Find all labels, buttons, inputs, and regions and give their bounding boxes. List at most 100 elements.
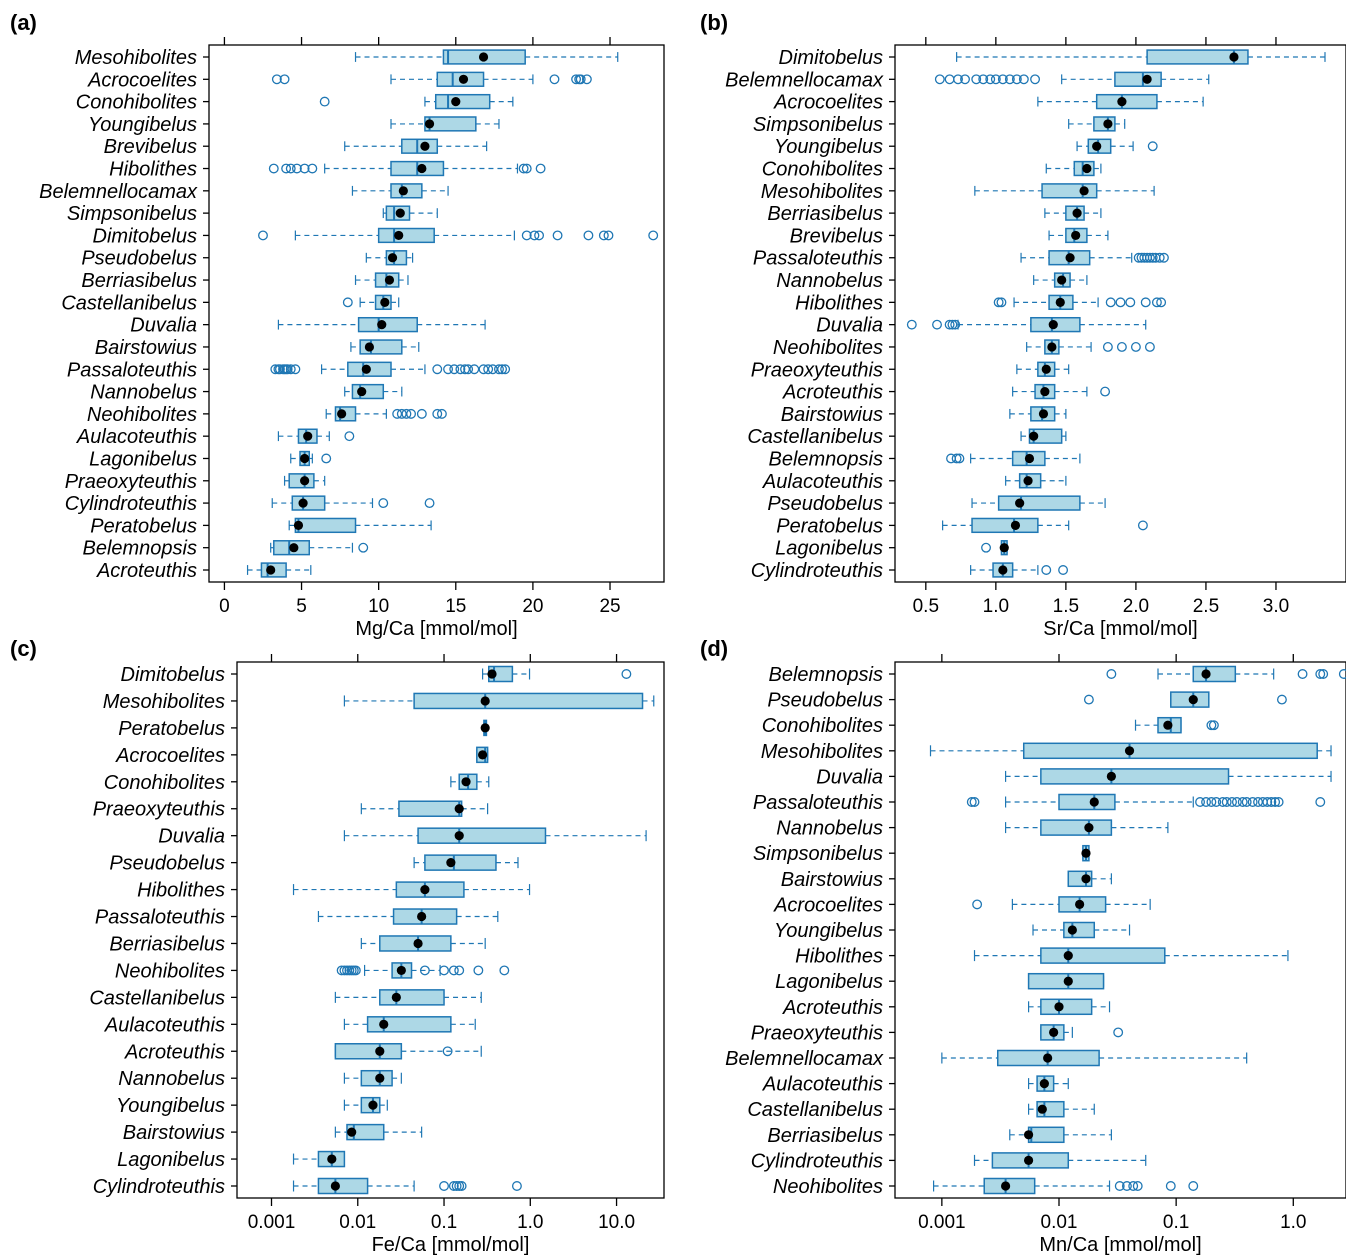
box-row-neohibolites: Neohibolites <box>87 404 447 426</box>
genus-label: Bairstowius <box>781 404 883 426</box>
mean-point <box>454 804 464 814</box>
box-row-nannobelus: Nannobelus <box>90 382 403 404</box>
outlier-point <box>972 899 983 910</box>
genus-label: Praeoxyteuthis <box>751 1022 883 1044</box>
outlier-point <box>1211 797 1222 807</box>
mean-point <box>1000 1181 1011 1191</box>
outlier-point <box>290 364 301 375</box>
outlier-point <box>1262 797 1273 807</box>
box-row-dimitobelus: Dimitobelus <box>121 664 632 686</box>
genus-label: Berriasibelus <box>81 270 197 292</box>
box-row-berriasibelus: Berriasibelus <box>767 203 1102 225</box>
outlier-point <box>960 74 970 85</box>
iqr-box <box>1040 819 1113 836</box>
genus-label: Castellanibelus <box>747 426 883 448</box>
mean-point <box>1084 823 1094 833</box>
mean-point <box>1049 1027 1059 1037</box>
outlier-point <box>1338 669 1346 679</box>
outlier-point <box>1114 1181 1125 1191</box>
iqr-box <box>424 854 497 871</box>
box-row-youngibelus: Youngibelus <box>774 136 1158 158</box>
outlier-point <box>406 408 417 419</box>
genus-label: Youngibelus <box>116 1095 225 1117</box>
genus-label: Pseudobelus <box>81 248 197 270</box>
box-row-pseudobelus: Pseudobelus <box>767 493 1106 515</box>
outlier-point <box>966 797 977 807</box>
outlier-point <box>1113 1027 1124 1038</box>
outlier-point <box>1058 565 1069 575</box>
genus-label: Brevibelus <box>104 136 197 158</box>
iqr-box <box>1022 742 1318 760</box>
genus-label: Castellanibelus <box>747 1099 883 1121</box>
mean-point <box>1142 74 1152 84</box>
outlier-point <box>285 364 296 375</box>
iqr-box <box>434 93 491 110</box>
genus-label: Mesohibolites <box>761 181 883 203</box>
mean-point <box>1201 669 1211 679</box>
mean-point <box>293 520 304 530</box>
mean-point <box>368 1100 378 1110</box>
outlier-point <box>1154 252 1165 263</box>
box-row-mesohibolites: Mesohibolites <box>761 181 1155 203</box>
outlier-point <box>944 74 955 85</box>
x-axis-label: Mn/Ca [mmol/mol] <box>1039 1234 1201 1256</box>
box-row-castellanibelus: Castellanibelus <box>747 1099 1095 1121</box>
box-row-aulacoteuthis: Aulacoteuthis <box>762 1074 1069 1096</box>
genus-label: Cylindroteuthis <box>751 1150 883 1172</box>
outlier-point <box>258 230 268 241</box>
iqr-box <box>1095 93 1158 110</box>
x-tick-label: 0.01 <box>1041 1212 1078 1233</box>
box-row-passaloteuthis: Passaloteuthis <box>753 792 1326 814</box>
outlier-point <box>456 1181 467 1191</box>
box-row-belemnopsis: Belemnopsis <box>82 538 369 560</box>
box-row-pseudobelus: Pseudobelus <box>109 853 519 875</box>
genus-label: Neohibolites <box>773 337 883 359</box>
outlier-point <box>336 965 347 976</box>
box-row-aulacoteuthis: Aulacoteuthis <box>104 1014 476 1036</box>
genus-label: Cylindroteuthis <box>93 1176 225 1198</box>
iqr-box <box>971 517 1039 534</box>
genus-label: Brevibelus <box>790 225 883 247</box>
outlier-point <box>598 230 609 241</box>
genus-label: Castellanibelus <box>89 987 225 1009</box>
mean-point <box>1106 771 1116 782</box>
mean-point <box>266 565 276 575</box>
x-tick-label: 25 <box>599 596 620 617</box>
genus-label: Acroteuthis <box>124 1041 225 1063</box>
box-row-simpsonibelus: Simpsonibelus <box>753 843 1091 865</box>
mean-point <box>357 386 367 397</box>
panel-a: (a) 0 5 10 15 20 25 Mg/Ca [mmol/mol] Mesohibolit… <box>10 10 665 640</box>
box-row-nannobelus: Nannobelus <box>118 1068 402 1090</box>
box-row-conohibolites: Conohibolites <box>762 715 1219 737</box>
genus-label: Belemnopsis <box>82 538 197 560</box>
iqr-box <box>1114 71 1162 87</box>
mean-point <box>384 275 395 285</box>
iqr-box <box>424 116 477 132</box>
genus-label: Passaloteuthis <box>753 792 883 814</box>
mean-point <box>480 696 490 706</box>
iqr-box <box>379 989 445 1006</box>
box-row-youngibelus: Youngibelus <box>116 1095 388 1117</box>
box-row-lagonibelus: Lagonibelus <box>775 971 1105 993</box>
genus-label: Duvalia <box>130 315 197 337</box>
box-row-cylindroteuthis: Cylindroteuthis <box>93 1176 522 1198</box>
box-row-berriasibelus: Berriasibelus <box>767 1125 1112 1147</box>
mean-point <box>1124 746 1135 756</box>
genus-label: Simpsonibelus <box>753 114 883 136</box>
panel-letter: (d) <box>700 636 728 661</box>
box-row-bairstowius: Bairstowius <box>781 869 1112 891</box>
mean-point <box>387 253 398 263</box>
mean-point <box>1040 386 1050 397</box>
outlier-point <box>1201 797 1211 807</box>
outlier-point <box>1270 797 1281 807</box>
outlier-point <box>350 965 361 976</box>
outlier-point <box>1130 342 1141 352</box>
outlier-point <box>279 74 290 85</box>
outlier-point <box>499 965 510 976</box>
box-row-pseudobelus: Pseudobelus <box>767 690 1287 712</box>
x-axis-label: Sr/Ca [mmol/mol] <box>1043 618 1197 640</box>
iqr-box <box>1146 49 1249 65</box>
outlier-point <box>950 319 961 330</box>
genus-label: Duvalia <box>158 826 225 848</box>
box-row-cylindroteuthis: Cylindroteuthis <box>65 493 435 515</box>
